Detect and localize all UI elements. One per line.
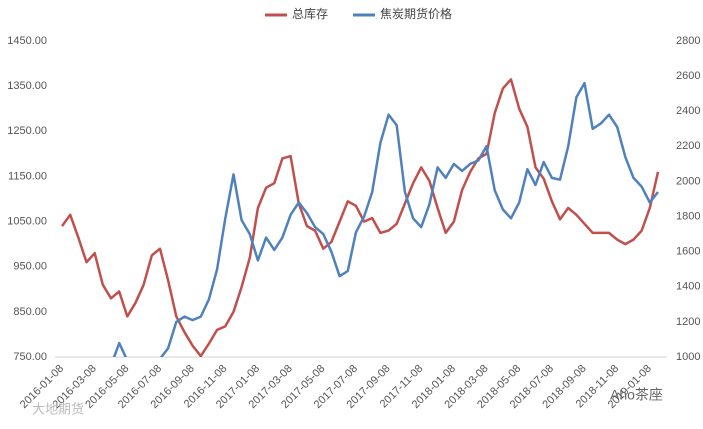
y2-tick-label: 2200 bbox=[676, 140, 700, 152]
y2-tick-label: 2600 bbox=[676, 70, 700, 82]
y2-tick-label: 1000 bbox=[676, 351, 700, 363]
y-tick-label: 750.00 bbox=[13, 351, 47, 363]
y2-tick-label: 2400 bbox=[676, 105, 700, 117]
y-tick-label: 1050.00 bbox=[7, 215, 47, 227]
y-tick-label: 1150.00 bbox=[8, 170, 47, 182]
y2-tick-label: 1400 bbox=[676, 281, 700, 293]
y2-tick-label: 1600 bbox=[676, 246, 700, 258]
plot-area bbox=[60, 78, 660, 357]
y-tick-label: 1450.00 bbox=[7, 35, 47, 47]
y-tick-label: 1250.00 bbox=[7, 125, 47, 137]
legend-label: 焦炭期货价格 bbox=[380, 6, 452, 21]
y-tick-label: 850.00 bbox=[13, 306, 47, 318]
y2-tick-label: 2000 bbox=[676, 175, 700, 187]
y2-tick-label: 1200 bbox=[676, 316, 700, 328]
y2-tick-label: 2800 bbox=[676, 35, 700, 47]
y-tick-label: 1350.00 bbox=[7, 80, 47, 92]
legend-label: 总库存 bbox=[292, 6, 328, 21]
watermark: 大地期货 bbox=[32, 401, 84, 416]
watermark: Aho茶座 bbox=[610, 387, 663, 403]
series-line bbox=[60, 78, 660, 357]
series-line bbox=[112, 81, 659, 357]
y-tick-label: 950.00 bbox=[13, 261, 47, 273]
y2-tick-label: 1800 bbox=[676, 210, 700, 222]
